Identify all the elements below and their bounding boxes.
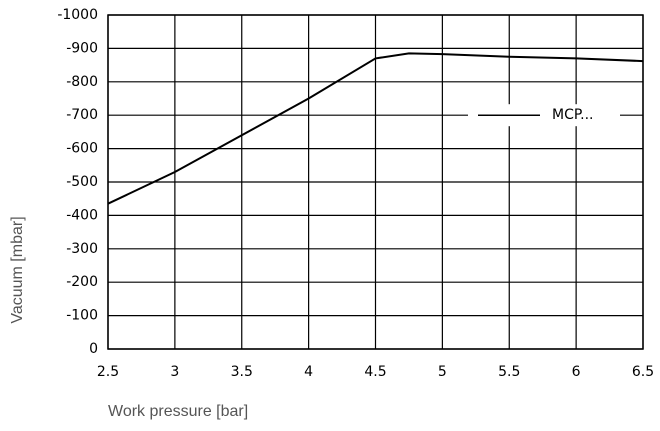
x-tick-label: 5 — [438, 364, 447, 380]
data-line — [107, 52, 644, 205]
legend-label: MCP... — [552, 107, 593, 123]
y-tick-label: -300 — [66, 241, 98, 257]
y-axis-label: Vacuum [mbar] — [9, 216, 26, 323]
y-tick-label: -500 — [66, 174, 98, 190]
x-tick-label: 6 — [572, 364, 581, 380]
y-tick-label: -200 — [66, 274, 98, 290]
y-tick-label: -1000 — [57, 7, 98, 23]
y-tick-label: -600 — [66, 141, 98, 157]
x-tick-label: 4.5 — [364, 364, 386, 380]
y-tick-label: -700 — [66, 107, 98, 123]
x-tick-label: 5.5 — [498, 364, 520, 380]
legend-background — [468, 104, 620, 127]
x-tick-label: 4 — [304, 364, 313, 380]
y-tick-label: -100 — [66, 308, 98, 324]
x-tick-label: 2.5 — [97, 364, 119, 380]
x-tick-label: 3 — [170, 364, 179, 380]
x-tick-label: 6.5 — [632, 364, 654, 380]
x-axis-label: Work pressure [bar] — [108, 403, 248, 420]
x-tick-label: 3.5 — [231, 364, 253, 380]
y-tick-label: 0 — [89, 341, 98, 357]
y-tick-label: -800 — [66, 74, 98, 90]
y-tick-label: -900 — [66, 40, 98, 56]
plot-frame — [107, 14, 644, 350]
y-tick-label: -400 — [66, 207, 98, 223]
